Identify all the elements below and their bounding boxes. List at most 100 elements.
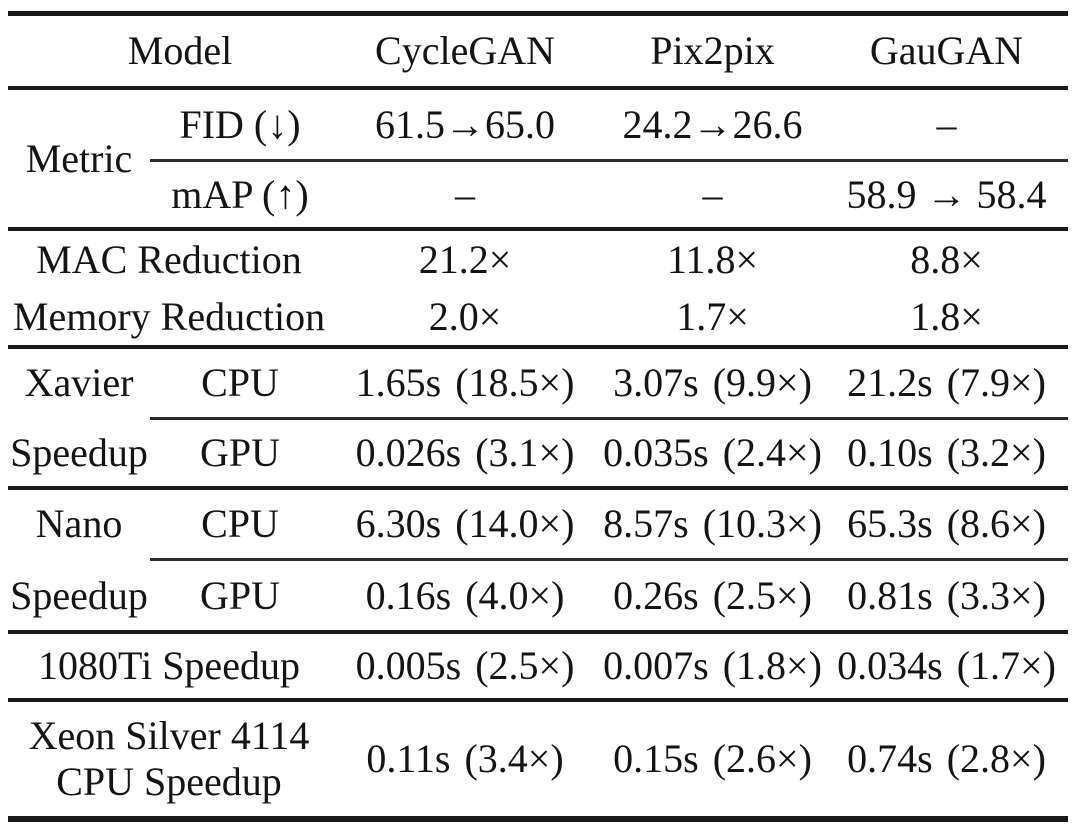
xavier-gpu-label: GPU <box>199 430 281 475</box>
time-value: 0.11s <box>366 736 451 781</box>
table-rule <box>8 86 1068 90</box>
time-value: 0.26s <box>613 572 699 618</box>
nano-cpu-cyclegan-value: 6.30s (14.0×) <box>330 490 600 558</box>
table-rule-top <box>8 11 1068 16</box>
table-rule <box>8 227 1068 231</box>
1080ti-pix2pix-value: 0.007s (1.8×) <box>600 634 825 698</box>
table-rule <box>8 486 1068 490</box>
metric-section: Metric FID (↓) 61.5→65.0 24.2→26.6 – mAP… <box>8 90 1068 227</box>
map-cyclegan-value: – <box>455 171 475 217</box>
header-model-label: Model <box>127 28 233 73</box>
1080ti-speedup-section: 1080Ti Speedup 0.005s (2.5×) 0.007s (1.8… <box>8 634 1068 698</box>
speedup-factor: (10.3×) <box>702 501 822 546</box>
time-value: 0.007s <box>603 643 709 688</box>
nano-cpu-label: CPU <box>201 501 279 546</box>
speedup-factor: (2.8×) <box>946 736 1046 781</box>
time-value: 1.65s <box>355 360 442 405</box>
xavier-cpu-pix2pix-value: 3.07s (9.9×) <box>600 349 825 417</box>
speedup-factor: (3.4×) <box>464 736 564 781</box>
1080ti-cyclegan-value: 0.005s (2.5×) <box>330 634 600 698</box>
time-value: 0.10s <box>847 430 933 475</box>
nano-gpu-cyclegan-value: 0.16s (4.0×) <box>330 561 600 630</box>
xeon-speedup-section: Xeon Silver 4114 CPU Speedup 0.11s (3.4×… <box>8 702 1068 816</box>
time-value: 0.035s <box>603 430 709 475</box>
time-value: 0.15s <box>613 736 699 781</box>
metric-group-label: Metric <box>25 135 133 181</box>
header-col-pix2pix: Pix2pix <box>650 28 775 73</box>
speedup-factor: (14.0×) <box>455 501 575 546</box>
mac-reduction-label: MAC Reduction <box>36 236 302 282</box>
nano-group-label-top: Nano <box>35 501 123 546</box>
table-rule-bottom <box>8 816 1068 822</box>
time-value: 8.57s <box>603 501 689 546</box>
speedup-factor: (1.7×) <box>956 643 1056 688</box>
nano-cpu-gaugan-value: 65.3s (8.6×) <box>825 490 1068 558</box>
nano-gpu-label: GPU <box>199 572 281 618</box>
memory-gaugan-value: 1.8× <box>910 293 983 339</box>
time-value: 0.005s <box>355 643 462 688</box>
xeon-label-line2: CPU Speedup <box>56 759 282 804</box>
metric-row-map-label: mAP (↑) <box>171 171 309 217</box>
time-value: 0.026s <box>355 430 462 475</box>
time-value: 0.16s <box>365 572 452 618</box>
xeon-pix2pix-value: 0.15s (2.6×) <box>600 702 825 816</box>
time-value: 65.3s <box>847 501 933 546</box>
xavier-group-label-top: Xavier <box>24 360 134 405</box>
fid-cyclegan-value: 61.5→65.0 <box>375 101 555 147</box>
xavier-gpu-gaugan-value: 0.10s (3.2×) <box>825 420 1068 486</box>
xavier-gpu-pix2pix-value: 0.035s (2.4×) <box>600 420 825 486</box>
header-col-cyclegan: CycleGAN <box>375 28 555 73</box>
xavier-cpu-label: CPU <box>201 360 279 405</box>
table-rule <box>8 345 1068 349</box>
nano-divider-rule <box>150 558 1068 561</box>
metric-divider-rule <box>150 159 1068 162</box>
speedup-factor: (18.5×) <box>455 360 575 405</box>
nano-group-label-bottom: Speedup <box>10 572 148 618</box>
time-value: 0.034s <box>837 643 943 688</box>
speedup-factor: (3.3×) <box>946 572 1046 618</box>
memory-reduction-label: Memory Reduction <box>12 293 326 339</box>
xeon-speedup-label: Xeon Silver 4114 CPU Speedup <box>8 702 330 816</box>
time-value: 3.07s <box>613 360 699 405</box>
table-rule <box>8 630 1068 634</box>
table-rule <box>8 698 1068 702</box>
header-col-gaugan: GauGAN <box>869 28 1024 73</box>
speedup-factor: (3.1×) <box>475 430 575 475</box>
speedup-factor: (7.9×) <box>946 360 1046 405</box>
mac-gaugan-value: 8.8× <box>910 236 983 282</box>
time-value: 0.74s <box>847 736 933 781</box>
memory-cyclegan-value: 2.0× <box>428 293 502 339</box>
xeon-label-line1: Xeon Silver 4114 <box>28 713 310 758</box>
nano-speedup-section: Nano Speedup CPU 6.30s (14.0×) 8.57s (10… <box>8 490 1068 630</box>
reduction-section: MAC Reduction 21.2× 11.8× 8.8× Memory Re… <box>8 231 1068 345</box>
table-header-row: Model CycleGAN Pix2pix GauGAN <box>8 16 1068 86</box>
speedup-factor: (8.6×) <box>946 501 1046 546</box>
map-gaugan-value: 58.9 → 58.4 <box>846 171 1047 217</box>
speedup-factor: (2.5×) <box>712 572 812 618</box>
map-pix2pix-value: – <box>702 171 723 217</box>
fid-pix2pix-value: 24.2→26.6 <box>622 101 803 147</box>
nano-gpu-gaugan-value: 0.81s (3.3×) <box>825 561 1068 630</box>
speedup-factor: (2.4×) <box>722 430 822 475</box>
speedup-factor: (4.0×) <box>465 572 565 618</box>
1080ti-gaugan-value: 0.034s (1.7×) <box>825 634 1068 698</box>
xeon-gaugan-value: 0.74s (2.8×) <box>825 702 1068 816</box>
mac-cyclegan-value: 21.2× <box>418 236 512 282</box>
speedup-factor: (1.8×) <box>722 643 822 688</box>
nano-cpu-pix2pix-value: 8.57s (10.3×) <box>600 490 825 558</box>
xavier-speedup-section: Xavier Speedup CPU 1.65s (18.5×) 3.07s (… <box>8 349 1068 486</box>
nano-gpu-pix2pix-value: 0.26s (2.5×) <box>600 561 825 630</box>
speedup-factor: (9.9×) <box>712 360 812 405</box>
speedup-factor: (2.6×) <box>712 736 812 781</box>
time-value: 21.2s <box>847 360 933 405</box>
speedup-factor: (3.2×) <box>946 430 1046 475</box>
memory-pix2pix-value: 1.7× <box>676 293 749 339</box>
1080ti-speedup-label: 1080Ti Speedup <box>38 643 300 688</box>
fid-gaugan-value: – <box>936 101 957 147</box>
xavier-cpu-cyclegan-value: 1.65s (18.5×) <box>330 349 600 417</box>
xavier-group-label-bottom: Speedup <box>10 430 148 475</box>
metric-row-fid-label: FID (↓) <box>179 101 301 147</box>
xavier-divider-rule <box>150 417 1068 420</box>
results-table: Model CycleGAN Pix2pix GauGAN Metric FID… <box>8 11 1068 822</box>
speedup-factor: (2.5×) <box>475 643 575 688</box>
